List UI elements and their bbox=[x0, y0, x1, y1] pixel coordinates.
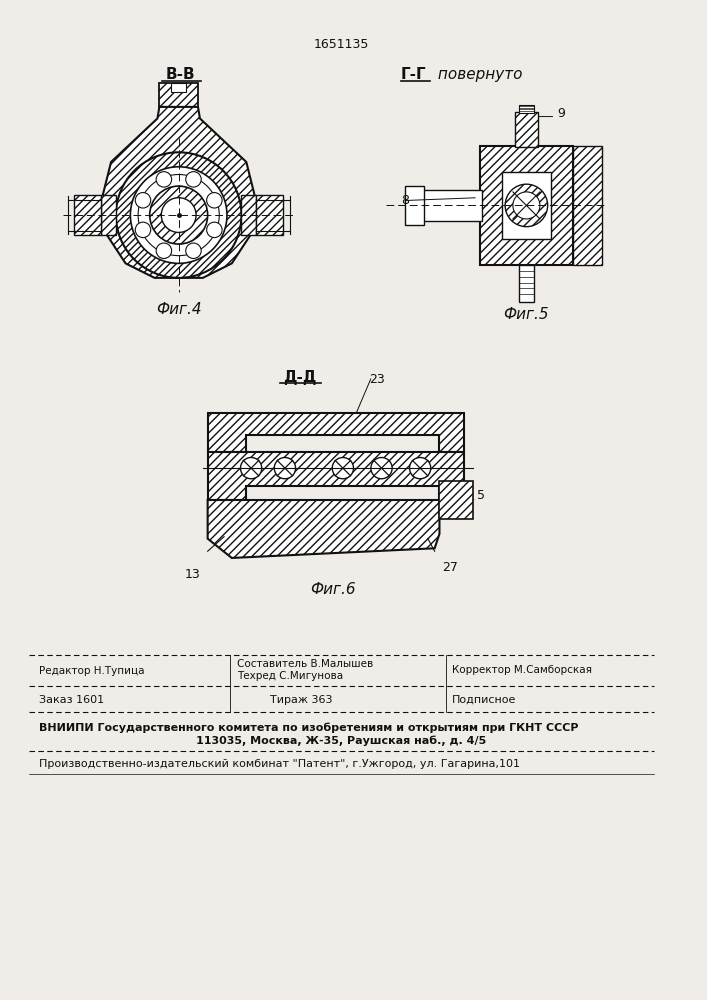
Bar bbox=[480, 146, 573, 265]
Bar bbox=[159, 83, 198, 107]
Polygon shape bbox=[208, 500, 440, 558]
Text: 8: 8 bbox=[401, 194, 409, 207]
Text: 9: 9 bbox=[557, 107, 565, 120]
Polygon shape bbox=[440, 481, 473, 519]
Text: Подписное: Подписное bbox=[452, 695, 516, 705]
Bar bbox=[256, 195, 283, 235]
Text: Корректор М.Самборская: Корректор М.Самборская bbox=[452, 665, 592, 675]
Polygon shape bbox=[101, 107, 256, 278]
Bar bbox=[404, 186, 424, 225]
Circle shape bbox=[186, 172, 201, 187]
Bar bbox=[422, 190, 482, 221]
Circle shape bbox=[161, 198, 196, 232]
Text: Фиг.4: Фиг.4 bbox=[156, 302, 201, 317]
Text: ВНИИПИ Государственного комитета по изобретениям и открытиям при ГКНТ СССР: ВНИИПИ Государственного комитета по изоб… bbox=[39, 722, 578, 733]
Text: повернуто: повернуто bbox=[433, 67, 522, 82]
Bar bbox=[573, 146, 602, 265]
Circle shape bbox=[505, 184, 548, 227]
Text: 5: 5 bbox=[477, 489, 485, 502]
Text: Тираж 363: Тираж 363 bbox=[271, 695, 333, 705]
Text: 113035, Москва, Ж-35, Раушская наб., д. 4/5: 113035, Москва, Ж-35, Раушская наб., д. … bbox=[196, 736, 486, 746]
Text: Производственно-издательский комбинат "Патент", г.Ужгород, ул. Гагарина,101: Производственно-издательский комбинат "П… bbox=[39, 759, 520, 769]
Text: Фиг.6: Фиг.6 bbox=[310, 582, 356, 597]
Text: Д-Д: Д-Д bbox=[283, 370, 316, 385]
Circle shape bbox=[156, 243, 172, 258]
Circle shape bbox=[332, 458, 354, 479]
Circle shape bbox=[409, 458, 431, 479]
Polygon shape bbox=[208, 452, 464, 500]
Circle shape bbox=[186, 243, 201, 258]
Text: 13: 13 bbox=[185, 568, 201, 581]
Circle shape bbox=[274, 458, 296, 479]
Bar bbox=[171, 83, 187, 92]
Text: 27: 27 bbox=[443, 561, 458, 574]
Text: 23: 23 bbox=[369, 373, 385, 386]
Circle shape bbox=[138, 175, 219, 256]
Text: Заказ 1601: Заказ 1601 bbox=[39, 695, 104, 705]
Polygon shape bbox=[101, 195, 116, 235]
Text: Г-Г: Г-Г bbox=[401, 67, 426, 82]
Polygon shape bbox=[242, 195, 256, 235]
Circle shape bbox=[130, 167, 227, 263]
Circle shape bbox=[206, 193, 222, 208]
Polygon shape bbox=[208, 413, 464, 452]
Text: В-В: В-В bbox=[166, 67, 195, 82]
Text: Фиг.5: Фиг.5 bbox=[503, 307, 549, 322]
Circle shape bbox=[240, 458, 262, 479]
Circle shape bbox=[371, 458, 392, 479]
Text: Редактор Н.Тупица: Редактор Н.Тупица bbox=[39, 666, 144, 676]
Circle shape bbox=[135, 222, 151, 238]
Circle shape bbox=[513, 192, 540, 219]
Bar bbox=[519, 265, 534, 302]
Text: Техред С.Мигунова: Техред С.Мигунова bbox=[237, 671, 343, 681]
Circle shape bbox=[135, 193, 151, 208]
Circle shape bbox=[150, 186, 208, 244]
Circle shape bbox=[116, 152, 242, 278]
Bar bbox=[519, 105, 534, 113]
Circle shape bbox=[206, 222, 222, 238]
Circle shape bbox=[156, 172, 172, 187]
Bar bbox=[74, 195, 101, 235]
Bar bbox=[515, 112, 538, 147]
Text: 1651135: 1651135 bbox=[313, 38, 368, 51]
Bar bbox=[502, 172, 551, 239]
Text: Составитель В.Малышев: Составитель В.Малышев bbox=[237, 659, 373, 669]
